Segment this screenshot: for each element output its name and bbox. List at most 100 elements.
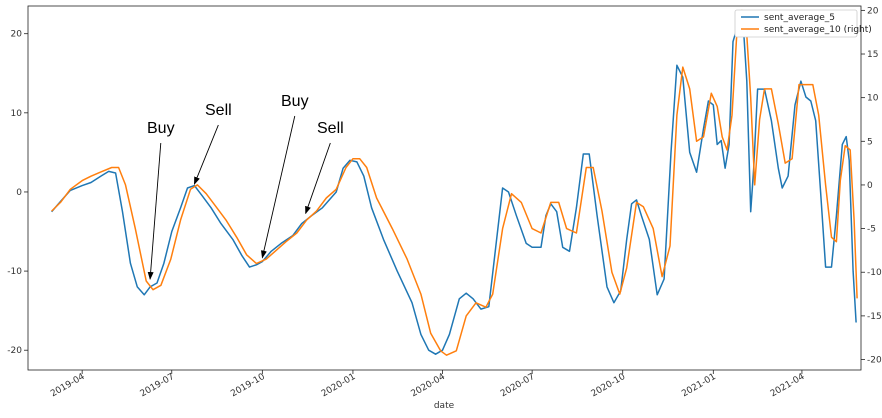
- x-tick-label: 2021-04: [769, 372, 807, 400]
- data-point-sent-average-5: [853, 271, 854, 272]
- data-point-sent-average-10: [276, 250, 277, 251]
- data-point-sent-average-5: [682, 77, 683, 78]
- data-point-sent-average-10: [836, 241, 837, 242]
- data-point-sent-average-10: [111, 167, 112, 168]
- data-point-sent-average-10: [236, 237, 237, 238]
- data-point-sent-average-10: [70, 189, 71, 190]
- data-point-sent-average-5: [241, 255, 242, 256]
- data-point-sent-average-10: [170, 259, 171, 260]
- data-point-sent-average-5: [670, 152, 671, 153]
- data-point-sent-average-5: [649, 239, 650, 240]
- data-point-sent-average-10: [125, 184, 126, 185]
- series-line-sent-average-5: [51, 21, 857, 355]
- data-point-sent-average-10: [100, 171, 101, 172]
- data-point-sent-average-5: [725, 168, 726, 169]
- data-point-sent-average-10: [727, 149, 728, 150]
- data-point-sent-average-10: [160, 285, 161, 286]
- data-point-sent-average-5: [82, 185, 83, 186]
- data-point-sent-average-10: [750, 97, 751, 98]
- data-point-sent-average-10: [326, 197, 327, 198]
- data-point-sent-average-10: [246, 254, 247, 255]
- data-point-sent-average-5: [810, 100, 811, 101]
- data-point-sent-average-10: [60, 202, 61, 203]
- data-point-sent-average-10: [90, 176, 91, 177]
- data-point-sent-average-5: [836, 215, 837, 216]
- data-point-sent-average-10: [854, 219, 855, 220]
- data-point-sent-average-5: [363, 176, 364, 177]
- data-point-sent-average-10: [764, 88, 765, 89]
- data-point-sent-average-5: [371, 207, 372, 208]
- data-point-sent-average-5: [631, 203, 632, 204]
- data-point-sent-average-10: [792, 158, 793, 159]
- data-point-sent-average-10: [485, 307, 486, 308]
- right-y-axis: -20 -15 -10 -5 0 5 10 15 20: [861, 6, 882, 366]
- data-point-sent-average-5: [336, 191, 337, 192]
- data-point-sent-average-5: [846, 136, 847, 137]
- annotation-buy-2-label: Buy: [281, 93, 309, 110]
- data-point-sent-average-5: [583, 153, 584, 154]
- data-point-sent-average-5: [788, 176, 789, 177]
- data-point-sent-average-10: [352, 158, 353, 159]
- data-point-sent-average-5: [187, 187, 188, 188]
- data-point-sent-average-5: [301, 223, 302, 224]
- data-point-sent-average-10: [798, 84, 799, 85]
- data-point-sent-average-10: [392, 228, 393, 229]
- left-y-tick-label: -20: [7, 346, 22, 356]
- data-point-sent-average-5: [771, 120, 772, 121]
- data-point-sent-average-5: [657, 294, 658, 295]
- x-tick-label: 2020-07: [499, 372, 537, 399]
- data-point-sent-average-10: [696, 141, 697, 142]
- data-point-sent-average-5: [488, 306, 489, 307]
- data-point-sent-average-5: [516, 215, 517, 216]
- data-point-sent-average-10: [502, 228, 503, 229]
- annotation-buy-1-label: Buy: [147, 120, 175, 137]
- data-point-sent-average-10: [850, 149, 851, 150]
- data-point-sent-average-5: [636, 199, 637, 200]
- data-point-sent-average-10: [593, 167, 594, 168]
- data-point-sent-average-5: [108, 171, 109, 172]
- data-point-sent-average-5: [442, 350, 443, 351]
- data-point-sent-average-10: [180, 219, 181, 220]
- series-line-sent-average-10: [51, 9, 858, 356]
- annotation-sell-2-label: Sell: [317, 120, 344, 137]
- left-y-tick-label: 10: [11, 109, 23, 119]
- data-point-sent-average-5: [428, 350, 429, 351]
- data-point-sent-average-5: [532, 247, 533, 248]
- data-point-sent-average-5: [322, 207, 323, 208]
- data-point-sent-average-5: [746, 81, 747, 82]
- data-point-sent-average-10: [676, 115, 677, 116]
- right-y-tick-label: 0: [867, 181, 873, 191]
- data-point-sent-average-10: [376, 197, 377, 198]
- left-y-tick-label: -10: [7, 267, 22, 277]
- data-point-sent-average-5: [664, 278, 665, 279]
- data-point-sent-average-10: [306, 219, 307, 220]
- data-point-sent-average-5: [800, 81, 801, 82]
- data-point-sent-average-10: [717, 106, 718, 107]
- data-point-sent-average-5: [343, 168, 344, 169]
- data-point-sent-average-10: [825, 184, 826, 185]
- data-point-sent-average-10: [146, 280, 147, 281]
- data-point-sent-average-10: [669, 245, 670, 246]
- data-point-sent-average-5: [831, 267, 832, 268]
- data-point-sent-average-10: [711, 93, 712, 94]
- x-axis-label: date: [434, 401, 455, 411]
- data-point-sent-average-10: [135, 228, 136, 229]
- data-point-sent-average-5: [540, 247, 541, 248]
- data-point-sent-average-5: [100, 176, 101, 177]
- data-point-sent-average-10: [296, 232, 297, 233]
- data-point-sent-average-5: [562, 247, 563, 248]
- annotation-arrow: [305, 142, 331, 215]
- data-point-sent-average-5: [526, 243, 527, 244]
- x-tick-label: 2020-10: [590, 372, 628, 400]
- data-point-sent-average-10: [446, 355, 447, 356]
- data-point-sent-average-5: [794, 104, 795, 105]
- data-point-sent-average-5: [778, 168, 779, 169]
- right-y-tick-label: -20: [867, 356, 882, 366]
- data-point-sent-average-10: [626, 267, 627, 268]
- data-point-sent-average-5: [703, 128, 704, 129]
- data-point-sent-average-10: [662, 276, 663, 277]
- data-point-sent-average-5: [589, 153, 590, 154]
- data-point-sent-average-10: [754, 184, 755, 185]
- data-point-sent-average-10: [266, 259, 267, 260]
- data-point-sent-average-10: [206, 193, 207, 194]
